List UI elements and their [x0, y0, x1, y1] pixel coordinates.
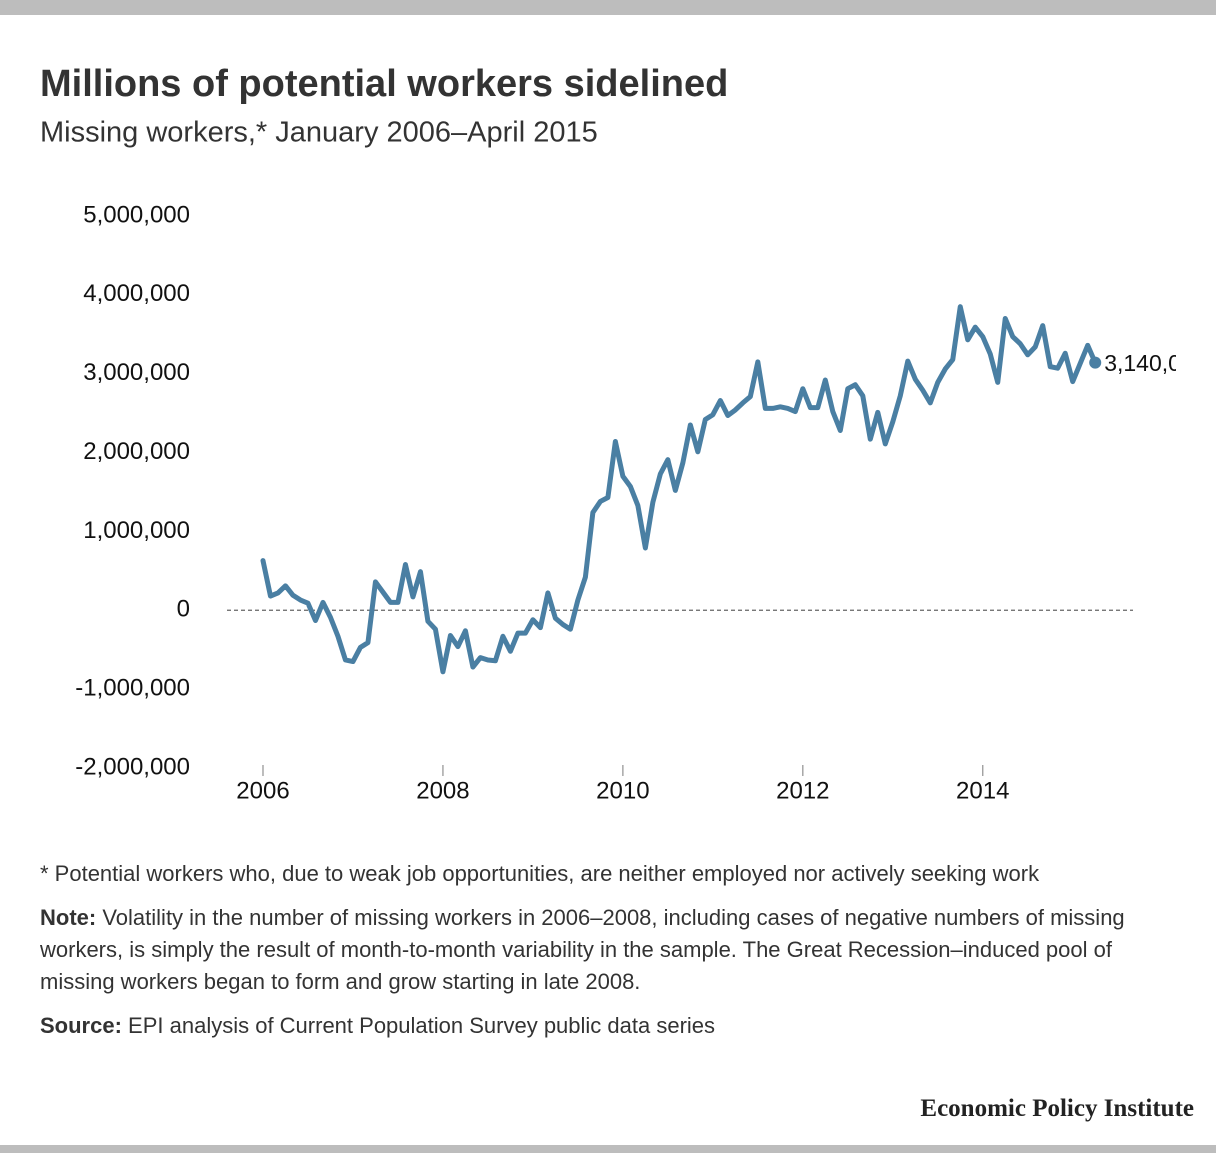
footnote: * Potential workers who, due to weak job…	[40, 861, 1040, 886]
x-tick-label: 2012	[776, 777, 829, 804]
source-text: EPI analysis of Current Population Surve…	[128, 1013, 716, 1038]
y-tick-label: 1,000,000	[83, 517, 190, 544]
line	[260, 304, 1098, 675]
y-tick-label: 4,000,000	[83, 280, 190, 307]
chart-title: Millions of potential workers sidelined	[40, 63, 728, 105]
y-tick-label: 0	[177, 596, 190, 623]
y-tick-label: -1,000,000	[75, 674, 190, 701]
value-label: 3,140,000	[1104, 350, 1206, 376]
x-tick-label: 2008	[416, 777, 469, 804]
credit: Economic Policy Institute	[920, 1095, 1194, 1122]
note-text: Volatility in the number of missing work…	[40, 905, 1125, 994]
note-label: Note:	[40, 905, 97, 930]
chart: Millions of potential workers sidelined …	[40, 63, 1206, 804]
notes: * Potential workers who, due to weak job…	[40, 858, 1180, 1054]
top-bar	[0, 0, 1216, 15]
chart-subtitle: Missing workers,* January 2006–April 201…	[40, 117, 598, 149]
y-tick-label: 3,000,000	[83, 359, 190, 386]
end-marker	[1089, 356, 1102, 369]
x-tick-label: 2006	[236, 777, 289, 804]
x-tick-label: 2010	[596, 777, 649, 804]
bottom-bar	[0, 1145, 1216, 1153]
note: Note: Volatility in the number of missin…	[40, 902, 1180, 998]
y-tick-label: 5,000,000	[83, 201, 190, 228]
y-tick-label: -2,000,000	[75, 753, 190, 780]
source-label: Source:	[40, 1013, 122, 1038]
y-tick-label: 2,000,000	[83, 438, 190, 465]
source: Source: EPI analysis of Current Populati…	[40, 1010, 1180, 1042]
x-tick-label: 2014	[956, 777, 1009, 804]
